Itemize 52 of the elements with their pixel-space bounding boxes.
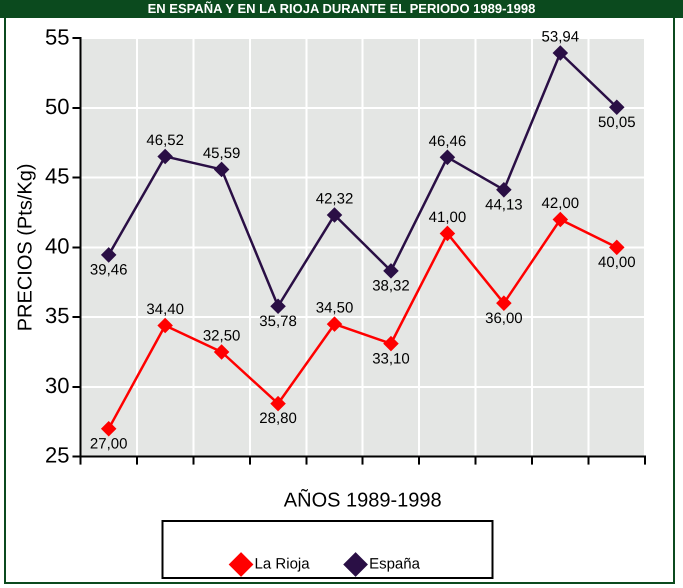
data-label: 53,94 xyxy=(542,28,580,46)
data-label: 34,50 xyxy=(316,300,354,317)
point xyxy=(327,316,342,332)
data-label: 39,46 xyxy=(90,262,128,279)
data-label: 38,32 xyxy=(372,277,410,294)
point xyxy=(440,150,455,165)
data-label: 40,00 xyxy=(598,254,636,272)
data-label: 42,00 xyxy=(542,195,580,212)
point xyxy=(327,208,342,222)
point xyxy=(610,100,624,114)
point xyxy=(270,396,286,411)
point xyxy=(553,212,568,227)
y-tick-label: 40 xyxy=(44,233,70,258)
point xyxy=(610,240,624,255)
data-label: 35,78 xyxy=(259,312,297,330)
data-label: 28,80 xyxy=(259,410,297,428)
x-axis-title: AÑOS 1989-1998 xyxy=(284,488,442,512)
data-label: 34,40 xyxy=(146,301,184,318)
point xyxy=(384,336,398,351)
y-tick-label: 50 xyxy=(44,94,70,119)
data-label: 46,46 xyxy=(428,132,466,150)
data-label: 50,05 xyxy=(598,114,636,131)
point xyxy=(496,182,512,198)
data-label: 45,59 xyxy=(202,145,240,162)
legend-label: España xyxy=(369,556,421,573)
point xyxy=(214,344,229,360)
y-tick-label: 45 xyxy=(44,164,70,189)
point xyxy=(496,296,512,310)
data-label: 33,10 xyxy=(372,350,410,368)
y-tick-label: 55 xyxy=(44,24,70,50)
y-tick-label: 35 xyxy=(44,303,70,328)
point xyxy=(553,46,568,60)
data-label: 27,00 xyxy=(90,435,128,452)
data-label: 32,50 xyxy=(202,328,240,345)
point xyxy=(214,162,229,177)
data-label: 36,00 xyxy=(485,310,523,327)
data-label: 44,13 xyxy=(485,196,523,214)
point xyxy=(158,318,172,333)
point xyxy=(101,421,116,436)
point xyxy=(270,299,286,314)
data-label: 42,32 xyxy=(316,190,354,208)
point xyxy=(440,226,455,241)
data-label: 41,00 xyxy=(428,209,466,226)
legend-label: La Rioja xyxy=(254,556,310,573)
y-tick-label: 30 xyxy=(44,372,70,398)
point xyxy=(101,248,116,262)
point xyxy=(158,149,172,164)
point xyxy=(384,264,398,278)
y-axis-title: PRECIOS (Pts/Kg) xyxy=(14,163,37,332)
data-label: 46,52 xyxy=(146,132,184,150)
y-tick-label: 25 xyxy=(44,442,70,468)
chart-title: EN ESPAÑA Y EN LA RIOJA DURANTE EL PERIODO 1989-1998 xyxy=(0,0,683,18)
